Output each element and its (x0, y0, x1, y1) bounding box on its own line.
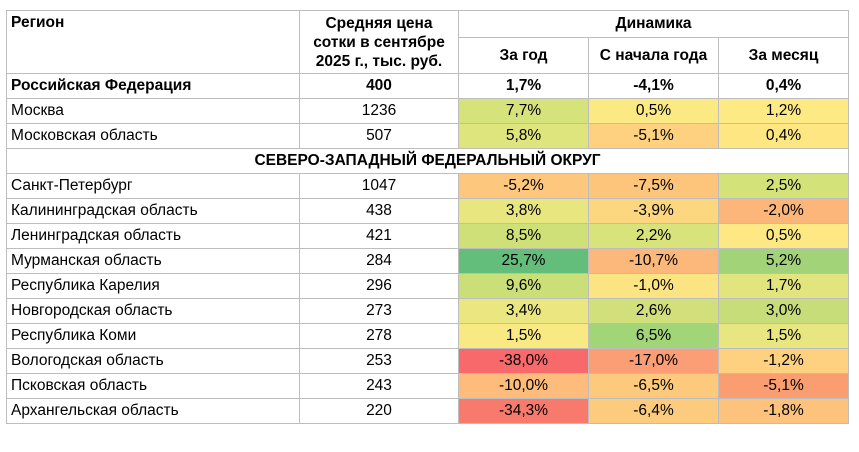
header-ytd: С начала года (588, 37, 719, 74)
year-cell: -5,2% (458, 173, 589, 199)
district-title: СЕВЕРО-ЗАПАДНЫЙ ФЕДЕРАЛЬНЫЙ ОКРУГ (6, 148, 849, 174)
year-cell: -34,3% (458, 398, 589, 424)
region-cell: Российская Федерация (6, 73, 300, 99)
price-cell: 243 (299, 373, 459, 399)
month-cell: -1,2% (718, 348, 849, 374)
price-cell: 507 (299, 123, 459, 149)
ytd-cell: -1,0% (588, 273, 719, 299)
month-cell: 2,5% (718, 173, 849, 199)
year-cell: 1,7% (458, 73, 589, 99)
table-row: Псковская область 243 -10,0% -6,5% -5,1% (6, 373, 849, 399)
price-cell: 296 (299, 273, 459, 299)
regions-price-table: Регион Средняя цена сотки в сентябре 202… (6, 10, 849, 424)
ytd-cell: 2,6% (588, 298, 719, 324)
header-price: Средняя цена сотки в сентябре 2025 г., т… (299, 10, 459, 74)
region-cell: Калининградская область (6, 198, 300, 224)
region-cell: Вологодская область (6, 348, 300, 374)
region-cell: Архангельская область (6, 398, 300, 424)
year-cell: 3,8% (458, 198, 589, 224)
region-cell: Мурманская область (6, 248, 300, 274)
ytd-cell: 0,5% (588, 98, 719, 124)
price-cell: 273 (299, 298, 459, 324)
month-cell: 0,4% (718, 73, 849, 99)
district-row: СЕВЕРО-ЗАПАДНЫЙ ФЕДЕРАЛЬНЫЙ ОКРУГ (6, 148, 849, 174)
ytd-cell: -7,5% (588, 173, 719, 199)
table-row: Республика Карелия 296 9,6% -1,0% 1,7% (6, 273, 849, 299)
ytd-cell: 6,5% (588, 323, 719, 349)
region-cell: Москва (6, 98, 300, 124)
table-row: Вологодская область 253 -38,0% -17,0% -1,2% (6, 348, 849, 374)
price-cell: 1236 (299, 98, 459, 124)
month-cell: 1,7% (718, 273, 849, 299)
table-row: Калининградская область 438 3,8% -3,9% -2,0% (6, 198, 849, 224)
region-cell: Республика Карелия (6, 273, 300, 299)
price-cell: 284 (299, 248, 459, 274)
price-cell: 220 (299, 398, 459, 424)
table-row: Архангельская область 220 -34,3% -6,4% -1,8% (6, 398, 849, 424)
year-cell: 25,7% (458, 248, 589, 274)
price-cell: 253 (299, 348, 459, 374)
ytd-cell: -5,1% (588, 123, 719, 149)
price-cell: 278 (299, 323, 459, 349)
ytd-cell: -3,9% (588, 198, 719, 224)
year-cell: 5,8% (458, 123, 589, 149)
ytd-cell: -6,4% (588, 398, 719, 424)
ytd-cell: -17,0% (588, 348, 719, 374)
year-cell: -10,0% (458, 373, 589, 399)
ytd-cell: -4,1% (588, 73, 719, 99)
ytd-cell: 2,2% (588, 223, 719, 249)
year-cell: -38,0% (458, 348, 589, 374)
table-row: Мурманская область 284 25,7% -10,7% 5,2% (6, 248, 849, 274)
region-cell: Новгородская область (6, 298, 300, 324)
header-month: За месяц (718, 37, 849, 74)
header-region: Регион (6, 10, 300, 74)
month-cell: 1,2% (718, 98, 849, 124)
ytd-cell: -6,5% (588, 373, 719, 399)
month-cell: 1,5% (718, 323, 849, 349)
header-year: За год (458, 37, 589, 74)
table-row: Республика Коми 278 1,5% 6,5% 1,5% (6, 323, 849, 349)
price-cell: 438 (299, 198, 459, 224)
region-cell: Московская область (6, 123, 300, 149)
month-cell: 3,0% (718, 298, 849, 324)
table-row: Москва 1236 7,7% 0,5% 1,2% (6, 98, 849, 124)
federation-row: Российская Федерация 400 1,7% -4,1% 0,4% (6, 73, 849, 99)
table-row: Ленинградская область 421 8,5% 2,2% 0,5% (6, 223, 849, 249)
table-row: Московская область 507 5,8% -5,1% 0,4% (6, 123, 849, 149)
year-cell: 3,4% (458, 298, 589, 324)
year-cell: 1,5% (458, 323, 589, 349)
month-cell: -5,1% (718, 373, 849, 399)
region-cell: Республика Коми (6, 323, 300, 349)
year-cell: 7,7% (458, 98, 589, 124)
month-cell: 5,2% (718, 248, 849, 274)
table-row: Новгородская область 273 3,4% 2,6% 3,0% (6, 298, 849, 324)
region-cell: Ленинградская область (6, 223, 300, 249)
year-cell: 9,6% (458, 273, 589, 299)
price-cell: 421 (299, 223, 459, 249)
month-cell: -1,8% (718, 398, 849, 424)
month-cell: 0,4% (718, 123, 849, 149)
month-cell: 0,5% (718, 223, 849, 249)
table-row: Санкт-Петербург 1047 -5,2% -7,5% 2,5% (6, 173, 849, 199)
month-cell: -2,0% (718, 198, 849, 224)
header-dynamics: Динамика (458, 10, 849, 38)
year-cell: 8,5% (458, 223, 589, 249)
region-cell: Псковская область (6, 373, 300, 399)
price-cell: 400 (299, 73, 459, 99)
ytd-cell: -10,7% (588, 248, 719, 274)
price-cell: 1047 (299, 173, 459, 199)
region-cell: Санкт-Петербург (6, 173, 300, 199)
